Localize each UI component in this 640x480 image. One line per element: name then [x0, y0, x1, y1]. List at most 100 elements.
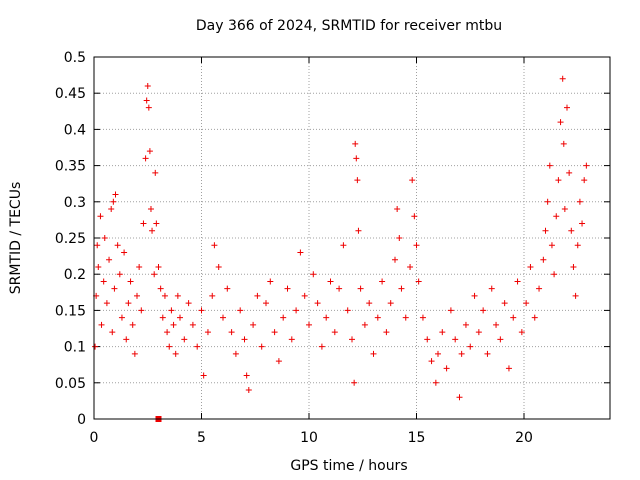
data-point: [145, 104, 152, 111]
data-point: [129, 321, 136, 328]
data-point: [493, 321, 500, 328]
data-point: [452, 336, 459, 343]
data-point: [159, 314, 166, 321]
data-point: [288, 336, 295, 343]
data-point: [147, 206, 154, 213]
data-point: [327, 278, 334, 285]
data-point: [94, 242, 101, 249]
data-point: [258, 343, 265, 350]
data-point: [527, 263, 534, 270]
data-point: [157, 285, 164, 292]
data-point: [211, 242, 218, 249]
data-point: [155, 263, 162, 270]
data-point: [200, 372, 207, 379]
data-point: [456, 394, 463, 401]
data-point: [544, 198, 551, 205]
data-point: [518, 329, 525, 336]
data-point: [443, 365, 450, 372]
data-point: [572, 292, 579, 299]
data-point: [263, 300, 269, 307]
data-point: [561, 206, 568, 213]
data-point: [566, 169, 573, 176]
data-point: [484, 350, 491, 357]
data-point: [151, 271, 158, 278]
data-point: [92, 343, 99, 350]
data-point: [579, 220, 586, 227]
data-point: [271, 329, 278, 336]
data-point: [152, 169, 159, 176]
data-point: [116, 271, 123, 278]
data-point: [209, 292, 216, 299]
y-tick-label: 0.3: [64, 195, 86, 211]
x-tick-label: 5: [197, 430, 206, 446]
y-tick-label: 0.4: [64, 122, 86, 138]
data-point: [351, 379, 358, 386]
data-point: [501, 300, 508, 307]
data-point: [143, 97, 150, 104]
data-point: [168, 307, 175, 314]
y-tick-label: 0.15: [55, 303, 86, 319]
data-point: [228, 329, 235, 336]
axis-ticks: 0 0.05 0.1 0.15 0.2 0.25 0.3 0.35 0.4 0.45 0.5 0 5 10…: [55, 50, 610, 446]
data-point: [140, 220, 147, 227]
data-point: [570, 263, 577, 270]
data-point: [301, 292, 308, 299]
data-point: [161, 292, 168, 299]
data-point: [576, 198, 583, 205]
data-point: [523, 300, 530, 307]
data-point: [149, 227, 156, 234]
data-point: [402, 314, 409, 321]
data-point: [95, 263, 102, 270]
y-tick-label: 0.25: [55, 231, 86, 247]
data-point: [387, 300, 394, 307]
data-point: [103, 300, 110, 307]
data-point: [581, 177, 588, 184]
data-point: [510, 314, 517, 321]
data-point: [112, 191, 119, 198]
data-point: [432, 379, 439, 386]
data-point: [114, 242, 121, 249]
data-point: [354, 177, 361, 184]
data-point: [383, 329, 390, 336]
data-point: [220, 314, 226, 321]
data-point: [189, 321, 196, 328]
data-point: [480, 307, 487, 314]
data-point: [314, 300, 321, 307]
data-point: [100, 278, 107, 285]
data-point: [215, 263, 222, 270]
data-point: [164, 329, 171, 336]
data-point: [357, 285, 364, 292]
data-point: [361, 321, 368, 328]
chart-title: Day 366 of 2024, SRMTID for receiver mtb…: [196, 18, 502, 34]
data-point: [370, 350, 377, 357]
plot-frame: [93, 56, 611, 420]
data-point: [392, 256, 398, 263]
data-point: [331, 329, 338, 336]
y-tick-label: 0.5: [64, 50, 86, 66]
data-point: [101, 235, 108, 241]
data-point: [106, 256, 113, 263]
data-points: [92, 75, 590, 422]
data-point: [237, 307, 244, 314]
data-point: [548, 242, 555, 249]
data-point: [232, 350, 239, 357]
data-point: [557, 119, 564, 126]
data-point: [142, 155, 149, 162]
data-point: [174, 292, 181, 299]
data-point: [349, 336, 355, 343]
data-point: [419, 314, 426, 321]
y-tick-label: 0.2: [64, 267, 86, 283]
data-point: [475, 329, 482, 336]
x-tick-label: 0: [90, 430, 99, 446]
data-point: [435, 350, 441, 357]
data-point: [111, 285, 118, 292]
data-point: [185, 300, 192, 307]
data-point: [241, 336, 248, 343]
data-point: [198, 307, 205, 314]
data-point: [553, 213, 560, 220]
data-point: [144, 82, 151, 89]
data-point: [153, 220, 160, 227]
data-point: [352, 140, 359, 147]
data-point: [546, 162, 553, 169]
data-point: [540, 256, 547, 263]
